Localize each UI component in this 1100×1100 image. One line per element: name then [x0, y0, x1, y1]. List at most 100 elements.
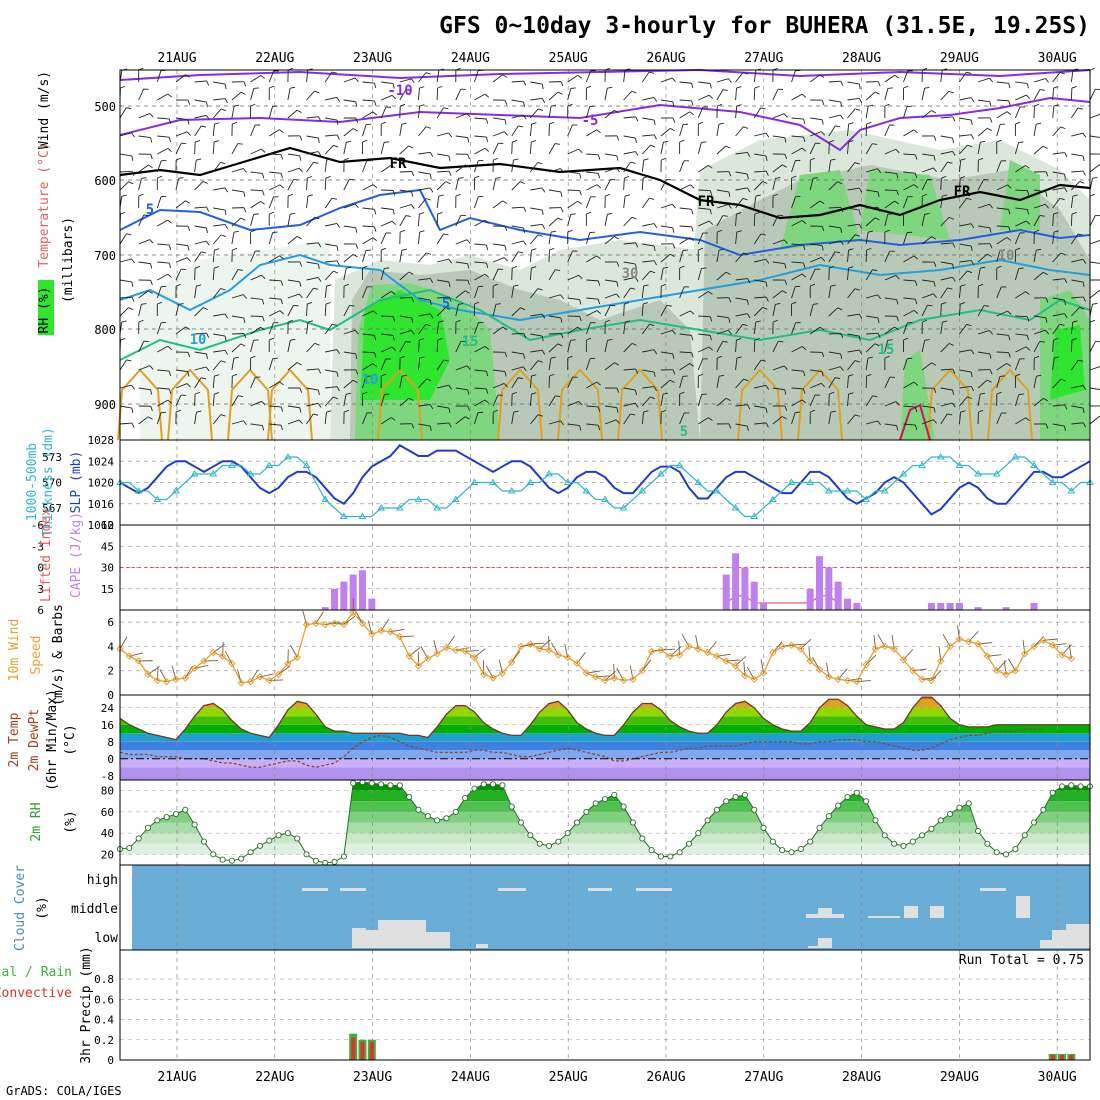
wind-barb [168, 118, 172, 124]
wind-barb [474, 117, 487, 120]
wind-barb [554, 143, 561, 145]
wind-barb [224, 209, 227, 216]
cloud-high-bar [588, 888, 612, 891]
label-wind-1: 10m Wind [7, 619, 22, 682]
wind-barb [325, 386, 338, 389]
wind-barb [765, 170, 769, 176]
wind-barb [380, 94, 393, 101]
wind-barb [530, 223, 543, 227]
wind-barb [967, 396, 973, 399]
wind-barb [537, 162, 543, 165]
thickness-marker [246, 470, 255, 477]
wind-barb [548, 420, 561, 425]
wind-barb [349, 304, 355, 307]
wind-barb [1052, 198, 1061, 209]
wind-barb [578, 274, 583, 280]
wind-barb [697, 232, 704, 245]
wind-barb [262, 299, 265, 305]
wind-barb [287, 419, 300, 425]
wind-barb [296, 109, 302, 114]
wind-barb [940, 150, 953, 155]
wind-barb [131, 384, 135, 390]
wind-barb [753, 307, 763, 317]
wind-barb [138, 416, 149, 425]
wind-barb [306, 342, 316, 353]
wind-barb [791, 261, 804, 264]
thickness-marker [489, 478, 497, 485]
wind-speed-marker [965, 637, 973, 646]
wind-barb [555, 269, 561, 271]
wind-barb [709, 335, 712, 341]
thickness-marker [414, 495, 423, 502]
wind-barb [663, 392, 669, 395]
li-tick: 6 [37, 604, 44, 617]
wind-barb [1025, 165, 1030, 169]
rh-tick: 80 [101, 785, 114, 798]
wind-barb [653, 245, 656, 252]
wind-barb [623, 196, 626, 209]
wind-barb [803, 245, 806, 251]
wind-barb [455, 341, 462, 353]
wind-barb [679, 160, 685, 173]
wind-barb [999, 375, 1005, 377]
wind-barb [578, 401, 583, 406]
rh-marker [210, 851, 217, 858]
contour-label: -5 [582, 113, 599, 129]
wind-barb [212, 360, 222, 371]
wind-barb [232, 121, 238, 125]
wind-barb [735, 278, 748, 281]
wind-barb [718, 248, 725, 251]
wind-barb [830, 284, 836, 287]
wind-barb [1060, 126, 1066, 130]
wind-barb [653, 349, 658, 355]
wind-barb [167, 273, 172, 278]
cloud-high-bar [636, 888, 672, 891]
wind-barb [352, 379, 358, 384]
wind-barb [511, 286, 514, 299]
wind-barb [1064, 187, 1068, 193]
wind-barb [436, 233, 444, 245]
rh-marker [518, 819, 525, 826]
wind-barb [570, 213, 576, 215]
wind-barb [585, 196, 592, 209]
wind-barb [754, 153, 767, 157]
wind-barb [567, 229, 573, 233]
wind-barb [1072, 320, 1078, 323]
wind-barb [567, 88, 572, 101]
wind-barb [679, 376, 684, 389]
wind-barb [260, 75, 265, 79]
rh-legend-swatch [38, 280, 54, 335]
wind-speed-marker [461, 647, 469, 655]
wind-barb [541, 187, 546, 193]
wind-barb [400, 103, 406, 107]
wind-barb [150, 154, 153, 160]
rh-marker [172, 810, 180, 818]
wind-speed-marker [769, 648, 777, 657]
wind-barb [635, 263, 637, 270]
wind-barb [941, 176, 947, 179]
wind-barb [615, 293, 620, 299]
wind-barb [567, 148, 579, 155]
wind-barb [872, 143, 878, 145]
wind-barb [307, 320, 313, 323]
wind-barb [847, 223, 860, 227]
wind-barb [250, 103, 256, 107]
wind-barb [336, 245, 339, 252]
wind-barb [167, 219, 172, 224]
wind-barb [989, 227, 992, 233]
wind-barb [269, 211, 275, 215]
wind-barb [1033, 315, 1046, 319]
wind-barb [772, 341, 779, 353]
wind-barb [819, 200, 825, 205]
wind-barb [269, 153, 282, 156]
wind-barb [755, 320, 761, 323]
wind-tick: 2 [107, 665, 114, 678]
rh-marker [1040, 806, 1047, 813]
cape-bar [741, 567, 749, 610]
wind-barb [418, 378, 427, 389]
wind-barb [401, 122, 407, 125]
wind-barb [231, 232, 235, 245]
wind-barb [1064, 173, 1066, 180]
wind-barb [679, 412, 685, 425]
wind-barb [866, 206, 879, 209]
